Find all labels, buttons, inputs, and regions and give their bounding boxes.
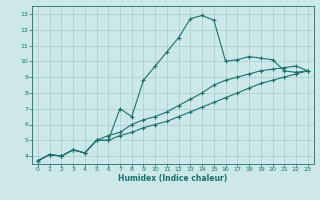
X-axis label: Humidex (Indice chaleur): Humidex (Indice chaleur) [118, 174, 228, 183]
